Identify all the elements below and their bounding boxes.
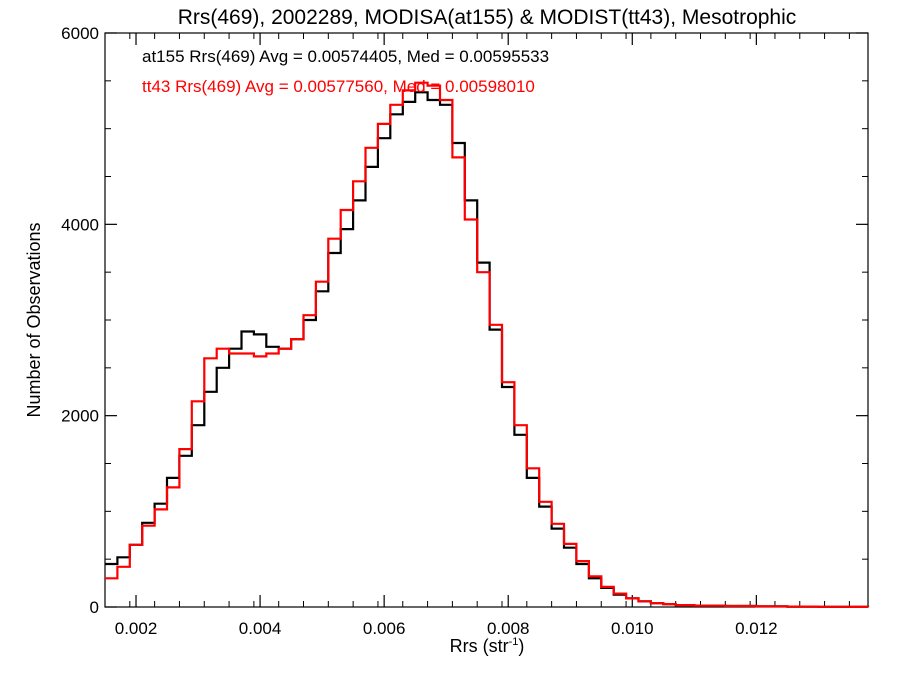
y-tick-label: 6000 [61,24,99,43]
series-line-tt43 [105,81,870,608]
x-tick-label: 0.004 [239,619,282,638]
chart-title: Rrs(469), 2002289, MODISA(at155) & MODIS… [178,6,797,29]
y-tick-label: 2000 [61,407,99,426]
x-axis-label-end: ) [518,636,524,656]
x-tick-label: 0.002 [115,619,158,638]
legend-entry-tt43: tt43 Rrs(469) Avg = 0.00577560, Med = 0.… [142,77,535,96]
x-tick-label: 0.008 [487,619,530,638]
y-axis: 0 2000 4000 6000 [61,24,868,617]
legend-entry-at155: at155 Rrs(469) Avg = 0.00574405, Med = 0… [142,47,549,66]
y-axis-label: Number of Observations [24,222,44,417]
y-tick-label: 4000 [61,215,99,234]
x-axis-label: Rrs (str-1) [450,636,525,656]
x-tick-label: 0.012 [735,619,778,638]
x-axis-label-sup: -1 [509,636,519,648]
series-layer [105,81,870,608]
x-tick-label: 0.010 [611,619,654,638]
x-tick-label: 0.006 [363,619,406,638]
y-tick-label: 0 [90,598,99,617]
x-axis: 0.002 0.004 0.006 0.008 0.010 0.012 [104,33,850,638]
x-axis-label-main: Rrs (str [450,636,509,656]
